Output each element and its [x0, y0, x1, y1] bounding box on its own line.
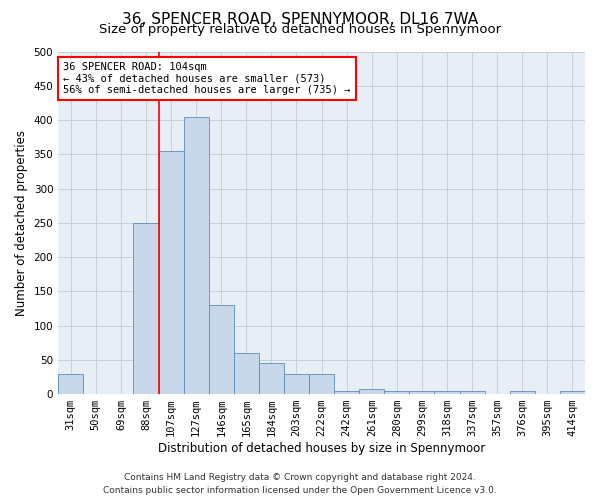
Bar — [209, 305, 234, 394]
Text: 36, SPENCER ROAD, SPENNYMOOR, DL16 7WA: 36, SPENCER ROAD, SPENNYMOOR, DL16 7WA — [122, 12, 478, 28]
Bar — [284, 374, 309, 394]
Text: Contains HM Land Registry data © Crown copyright and database right 2024.
Contai: Contains HM Land Registry data © Crown c… — [103, 474, 497, 495]
Bar — [334, 390, 359, 394]
Bar — [158, 151, 184, 394]
Bar — [510, 390, 535, 394]
Bar — [560, 390, 585, 394]
Bar — [58, 374, 83, 394]
Bar — [184, 116, 209, 394]
Bar — [409, 390, 434, 394]
Bar — [259, 364, 284, 394]
X-axis label: Distribution of detached houses by size in Spennymoor: Distribution of detached houses by size … — [158, 442, 485, 455]
Bar — [460, 390, 485, 394]
Text: 36 SPENCER ROAD: 104sqm
← 43% of detached houses are smaller (573)
56% of semi-d: 36 SPENCER ROAD: 104sqm ← 43% of detache… — [64, 62, 351, 95]
Bar — [385, 390, 409, 394]
Bar — [234, 353, 259, 394]
Bar — [359, 388, 385, 394]
Bar — [434, 390, 460, 394]
Bar — [133, 223, 158, 394]
Text: Size of property relative to detached houses in Spennymoor: Size of property relative to detached ho… — [99, 22, 501, 36]
Y-axis label: Number of detached properties: Number of detached properties — [15, 130, 28, 316]
Bar — [309, 374, 334, 394]
